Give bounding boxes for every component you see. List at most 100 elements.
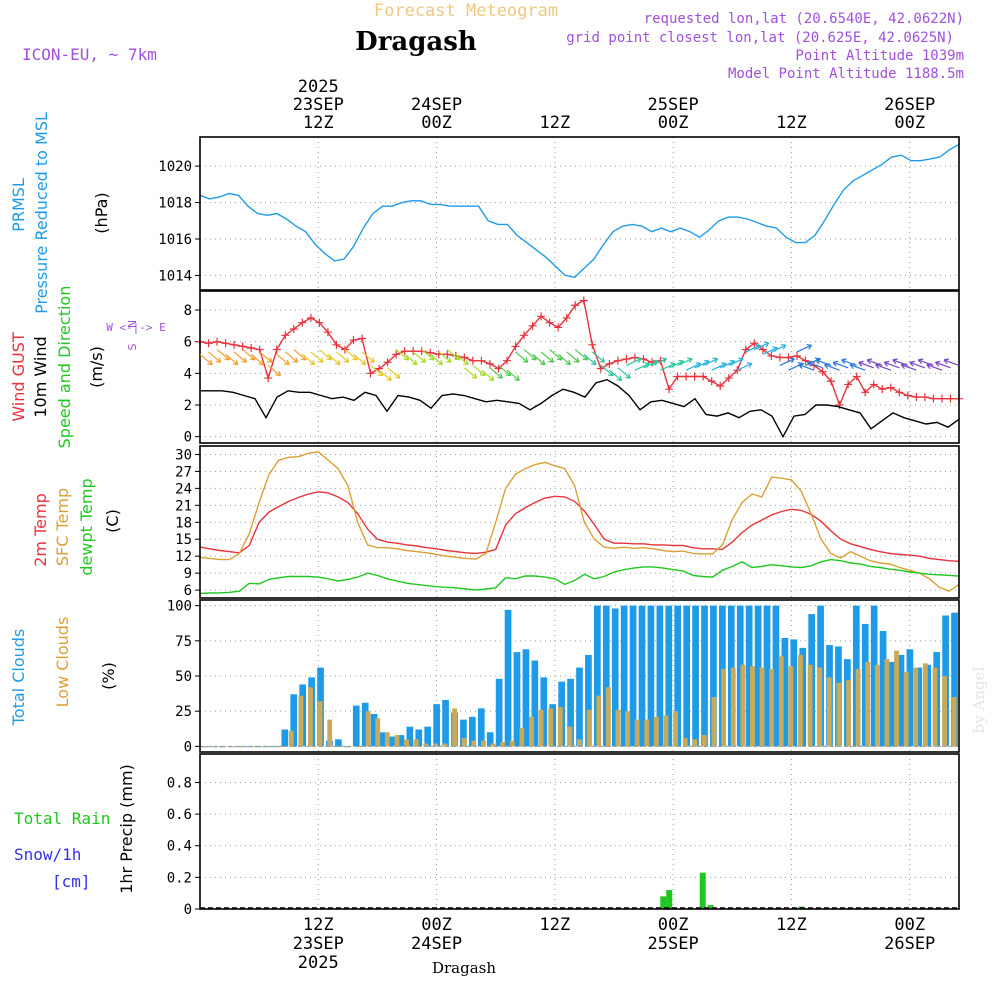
cloud-bar: [442, 699, 449, 747]
gust-marker: [230, 340, 239, 349]
cloud-bar: [298, 695, 304, 747]
gust-marker: [221, 339, 230, 348]
cloud-bar: [932, 667, 938, 747]
wind-arrow: [909, 361, 926, 369]
cloud-unit: (%): [99, 662, 118, 690]
y-tick-label: 6: [184, 335, 192, 351]
cloud-bar: [665, 605, 673, 747]
cloud-bar: [375, 718, 381, 747]
wind-arrow: [634, 362, 650, 371]
y-tick-label: 0: [184, 739, 192, 755]
wind-arrow-head: [599, 357, 606, 363]
cloud-bar: [317, 701, 323, 747]
wind-arrow-head: [318, 357, 324, 363]
wind-arrow-head: [275, 370, 282, 377]
wind-arrow-head: [488, 375, 495, 382]
wind-arrow-head: [841, 358, 847, 365]
precip-bar: [699, 872, 706, 909]
wind-arrow-head: [471, 373, 478, 379]
cloud-bar: [826, 677, 832, 747]
series-line: [200, 378, 960, 439]
page-title: Dragash: [355, 27, 477, 57]
compass-we: W <-|-> E: [106, 321, 166, 334]
cloud-bar: [692, 739, 698, 747]
wind-arrow-head: [635, 357, 642, 364]
cloud-bar: [836, 683, 842, 747]
cloud-bar: [394, 735, 400, 747]
y-tick-label: 9: [184, 566, 192, 582]
y-tick-label: 30: [175, 447, 192, 463]
wind-arrow: [421, 349, 435, 361]
gust-marker: [775, 353, 784, 362]
wind-arrow-head: [849, 363, 856, 369]
wind-arrow: [370, 364, 384, 377]
gust-marker: [937, 394, 946, 403]
cloud-bar: [602, 605, 610, 747]
cloud-bar: [673, 711, 678, 747]
gust-marker: [861, 388, 870, 397]
wind-arrow: [583, 353, 597, 366]
cloud-bar: [769, 668, 775, 747]
gust-marker: [707, 377, 716, 386]
wind-arrow: [574, 349, 588, 361]
panel-frame: [199, 599, 960, 753]
rain-label: Total Rain: [14, 809, 110, 828]
y-tick-label: 12: [175, 549, 192, 565]
footer-location: Dragash: [432, 959, 496, 977]
gust-marker: [886, 383, 895, 392]
cloud-bar: [846, 680, 851, 747]
wind-arrow: [498, 364, 512, 377]
wind-arrow-head: [738, 357, 744, 364]
gust-marker: [895, 388, 904, 397]
wind-arrow-head: [266, 357, 273, 363]
series-line: [199, 299, 959, 407]
cloud-bar: [781, 638, 789, 747]
wind-arrow: [875, 364, 891, 371]
wind-arrow-head: [232, 359, 239, 366]
y-tick-label: 1016: [158, 232, 192, 248]
y-tick-label: 24: [175, 481, 192, 497]
cloud-bar: [540, 677, 548, 747]
gust-marker: [724, 374, 733, 383]
series-line: [199, 558, 960, 595]
gust-marker: [801, 356, 810, 365]
cloud-bar: [452, 708, 458, 747]
cloud-bar: [874, 664, 880, 747]
wind-arrow-head: [625, 373, 631, 379]
y-tick-label: 0.4: [167, 839, 192, 855]
wind-arrow: [754, 342, 770, 351]
gust-marker: [289, 325, 298, 333]
gust-marker: [213, 337, 222, 346]
y-tick-label: 1020: [158, 159, 192, 175]
sfc-label: SFC Temp: [53, 488, 72, 566]
gust-marker: [520, 331, 529, 340]
cloud-bar: [388, 736, 396, 747]
cloud-bar: [754, 605, 762, 747]
precip-unit: 1hr Precip (mm): [117, 764, 136, 894]
compass-s: S: [126, 343, 139, 350]
wind-arrow: [728, 358, 744, 366]
panel-frame: [199, 136, 960, 291]
cloud-bar: [922, 663, 928, 747]
wind-arrow: [668, 360, 684, 369]
cloud-bar: [529, 716, 534, 747]
wind-arrow: [935, 361, 951, 369]
cloud-bar: [423, 743, 429, 747]
cloud-bar: [260, 746, 265, 748]
gust-marker: [818, 367, 827, 376]
point-altitude: Point Altitude 1039m: [795, 48, 964, 64]
model-altitude: Model Point Altitude 1188.5m: [728, 66, 964, 82]
y-tick-label: 6: [184, 583, 192, 599]
cloud-bar: [879, 630, 887, 747]
wind-arrow: [892, 359, 909, 366]
bottom-time-label: 12Z: [776, 915, 807, 935]
wind-arrow: [216, 349, 230, 361]
wind-arrow: [293, 349, 307, 361]
wind-arrow-head: [824, 363, 830, 369]
cloud-bar: [913, 667, 919, 747]
wind-arrow: [643, 360, 659, 369]
bottom-time-label: 00Z: [658, 915, 689, 935]
top-time-label: 24SEP: [411, 95, 462, 115]
gust-marker: [588, 340, 597, 349]
